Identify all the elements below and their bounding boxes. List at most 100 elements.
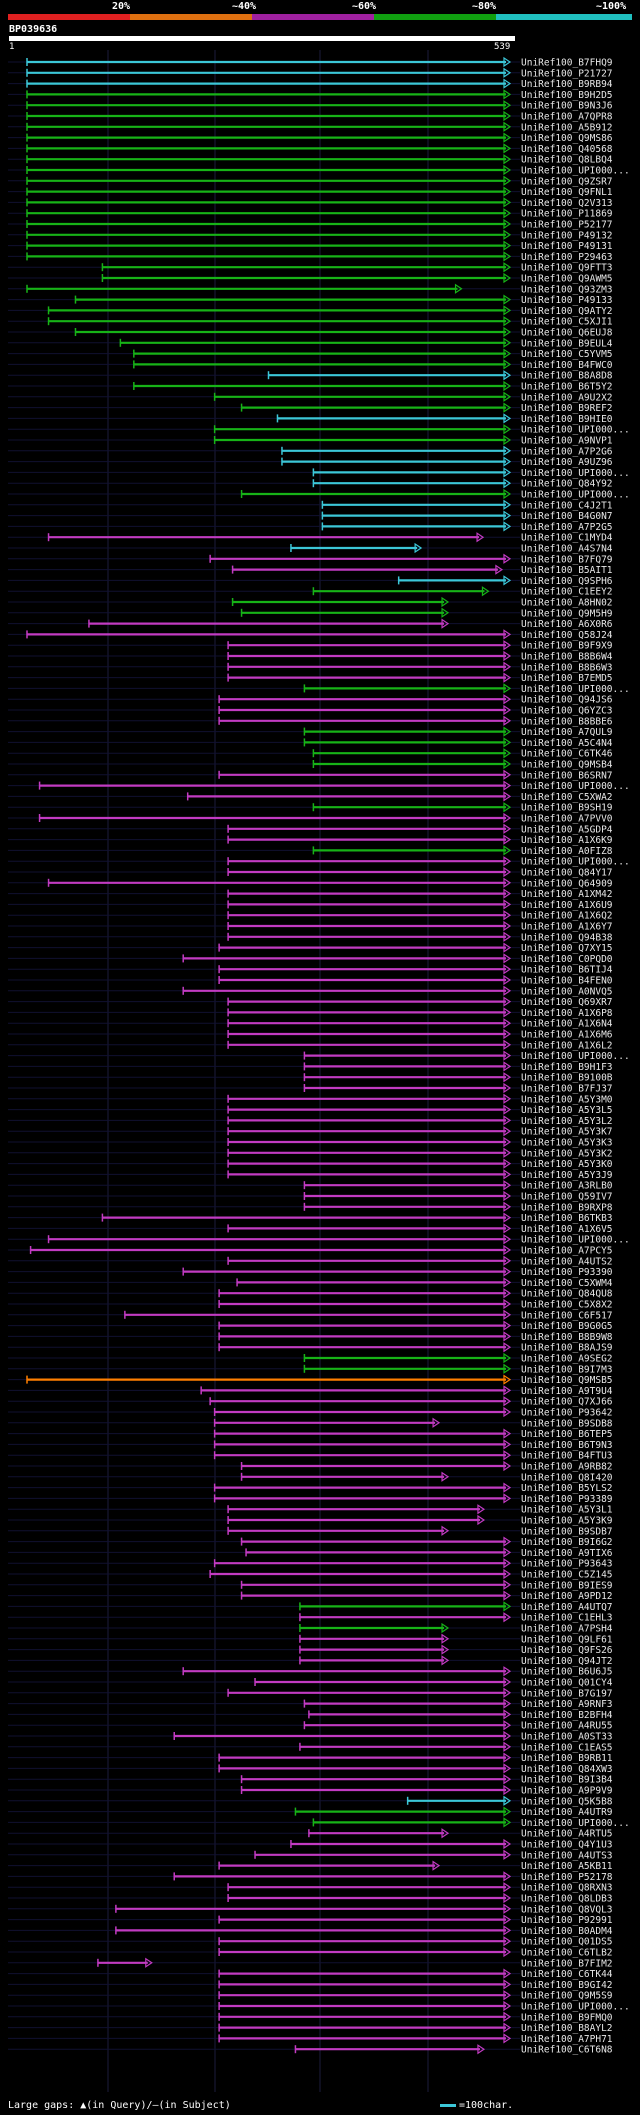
hit-end-arrow (503, 1482, 512, 1493)
hit-end-arrow (503, 1363, 512, 1374)
hit-end-arrow (503, 834, 512, 845)
hit-label: UniRef100_Q9ZSR7 (521, 176, 613, 187)
hit-end-arrow (503, 1568, 512, 1580)
hit-end-arrow (503, 434, 512, 446)
hit-end-arrow (503, 802, 512, 813)
hit-end-arrow (503, 337, 512, 348)
hit-end-arrow (503, 110, 512, 122)
hit-end-arrow (503, 1730, 512, 1742)
hit-label: UniRef100_UPI000... (521, 1818, 630, 1829)
hit-end-arrow (503, 272, 512, 284)
hit-end-arrow (503, 1385, 512, 1396)
hit-label: UniRef100_Q6YZC3 (521, 706, 613, 717)
hit-end-arrow (503, 1136, 512, 1148)
hit-end-arrow (503, 1039, 512, 1050)
hit-label: UniRef100_P49133 (521, 295, 613, 306)
hit-end-arrow (145, 1957, 153, 1968)
hit-end-arrow (441, 1828, 450, 1839)
hit-label: UniRef100_C1EAS5 (521, 1742, 613, 1753)
hit-end-arrow (503, 974, 512, 986)
hit-end-arrow (441, 1622, 450, 1634)
hit-label: UniRef100_A7QUL9 (521, 727, 613, 738)
hit-label: UniRef100_Q9SPH6 (521, 576, 613, 587)
hit-end-arrow (503, 1687, 512, 1698)
hit-label: UniRef100_Q94JS6 (521, 695, 613, 706)
hit-end-arrow (503, 1007, 512, 1018)
hit-end-arrow (503, 985, 512, 996)
hit-label: UniRef100_B4FTU3 (521, 1451, 613, 1462)
hit-label: UniRef100_B9RB11 (521, 1753, 613, 1764)
hit-end-arrow (503, 1817, 512, 1828)
hit-label: UniRef100_Q69XR7 (521, 997, 613, 1008)
hit-end-arrow (503, 510, 512, 521)
hit-label: UniRef100_B6TEP5 (521, 1429, 613, 1440)
query-end-label: 539 (494, 42, 511, 52)
hit-label: UniRef100_A5C4N4 (521, 738, 613, 749)
hit-end-arrow (503, 2011, 512, 2022)
hit-end-arrow (503, 1946, 512, 1958)
hit-label: UniRef100_B6T5Y2 (521, 382, 613, 393)
hit-label: UniRef100_B9SDB8 (521, 1418, 613, 1429)
hit-label: UniRef100_Q7XJ66 (521, 1397, 613, 1408)
hit-label: UniRef100_P93390 (521, 1267, 613, 1278)
hit-end-arrow (503, 1666, 512, 1677)
hit-end-arrow (503, 964, 512, 975)
hit-end-arrow (503, 1115, 512, 1126)
hit-end-arrow (503, 1352, 512, 1364)
hit-label: UniRef100_A9P9V9 (521, 1786, 613, 1797)
hit-end-arrow (503, 262, 512, 273)
hit-label: UniRef100_B9H2D5 (521, 90, 613, 101)
hit-end-arrow (503, 1806, 512, 1817)
hit-end-arrow (503, 1298, 512, 1310)
hit-end-arrow (503, 208, 512, 219)
hit-label: UniRef100_B6TKB3 (521, 1213, 613, 1224)
hit-end-arrow (503, 1309, 512, 1320)
hit-end-arrow (503, 2033, 512, 2044)
hit-end-arrow (503, 1320, 512, 1331)
hit-label: UniRef100_B8AYL2 (521, 2023, 613, 2034)
hit-end-arrow (503, 931, 512, 942)
hit-label: UniRef100_B9I6G2 (521, 1537, 613, 1548)
hit-end-arrow (503, 1190, 512, 1202)
hit-end-arrow (503, 1180, 512, 1191)
hit-end-arrow (503, 488, 512, 500)
hit-label: UniRef100_Q93ZM3 (521, 284, 613, 295)
hit-label: UniRef100_C6TLB2 (521, 1948, 613, 1959)
hit-end-arrow (503, 1266, 512, 1277)
hit-end-arrow (503, 424, 512, 435)
scale-swatch (440, 2103, 456, 2107)
hit-label: UniRef100_A1XM42 (521, 889, 613, 900)
hit-end-arrow (441, 607, 450, 618)
hit-label: UniRef100_P52177 (521, 220, 613, 231)
hit-label: UniRef100_A4UTS3 (521, 1850, 613, 1861)
hit-end-arrow (503, 1061, 512, 1072)
hit-end-arrow (503, 240, 512, 251)
hit-label: UniRef100_A9RB82 (521, 1462, 613, 1473)
hit-label: UniRef100_B9FMQ0 (521, 2012, 613, 2023)
hit-end-arrow (503, 640, 512, 651)
hit-end-arrow (503, 326, 512, 338)
hit-end-arrow (503, 866, 512, 878)
hit-label: UniRef100_Q40568 (521, 144, 613, 155)
hit-label: UniRef100_B6TIJ4 (521, 965, 613, 976)
hit-label: UniRef100_A4RU55 (521, 1721, 613, 1732)
hit-label: UniRef100_UPI000... (521, 857, 630, 868)
hit-label: UniRef100_UPI000... (521, 425, 630, 436)
hit-end-arrow (503, 132, 512, 143)
hit-label: UniRef100_C1MYD4 (521, 533, 613, 544)
hit-label: UniRef100_A7PVV0 (521, 814, 613, 825)
hit-end-arrow (414, 542, 423, 554)
hit-label: UniRef100_C0PQD0 (521, 954, 613, 965)
hit-end-arrow (481, 586, 490, 597)
hit-end-arrow (432, 1860, 441, 1871)
hit-label: UniRef100_Q9FTT3 (521, 263, 613, 274)
hit-end-arrow (503, 1795, 512, 1806)
hit-end-arrow (503, 780, 512, 791)
hit-end-arrow (503, 1439, 512, 1450)
hit-end-arrow (503, 1838, 512, 1850)
hit-label: UniRef100_UPI000... (521, 2002, 630, 2013)
hit-label: UniRef100_Q9FNL1 (521, 187, 613, 198)
hit-end-arrow (503, 694, 512, 705)
hit-end-arrow (503, 1072, 512, 1083)
hit-end-arrow (503, 888, 512, 899)
